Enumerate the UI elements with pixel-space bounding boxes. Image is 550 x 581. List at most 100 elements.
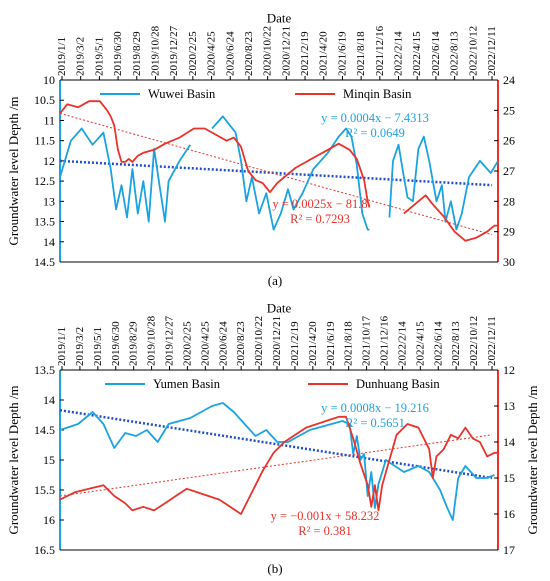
trend-r2: R² = 0.7293	[290, 212, 350, 226]
x-tick-label: 2020/8/23	[235, 321, 247, 366]
y-left-tick-label: 10	[43, 73, 55, 87]
y-left-tick-label: 14.5	[34, 423, 55, 437]
x-axis-label: Date	[267, 300, 292, 315]
x-tick-label: 2021/10/17	[361, 315, 373, 366]
trend-equation: y = −0.001x + 58.232	[271, 509, 380, 523]
trend-equation: y = 0.0008x − 19.216	[321, 401, 429, 415]
panel-label: (b)	[267, 561, 282, 576]
y-left-tick-label: 10.5	[34, 93, 55, 107]
y-left-tick-label: 12.5	[34, 174, 55, 188]
x-tick-label: 2020/2/25	[187, 31, 199, 76]
x-tick-label: 2021/2/19	[299, 31, 311, 76]
y-right-axis-label: Groundwater level Depth /m	[525, 385, 540, 534]
x-tick-label: 2019/1/1	[56, 327, 68, 366]
x-tick-label: 2020/10/22	[262, 26, 274, 76]
x-tick-label: 2022/10/12	[467, 26, 479, 76]
y-left-tick-label: 16.5	[34, 543, 55, 557]
y-right-tick-label: 25	[503, 103, 515, 117]
x-tick-label: 2020/10/22	[253, 316, 265, 366]
x-tick-label: 2022/4/15	[414, 321, 426, 366]
y-right-tick-label: 26	[503, 134, 515, 148]
chart-panel-a: Date 2019/1/1 2019/3/2 2019/5/1 2019/6/30 201…	[6, 10, 515, 288]
y-right-tick-label: 24	[503, 73, 515, 87]
x-tick-label: 2019/3/2	[75, 37, 87, 76]
x-tick-label: 2022/6/14	[432, 321, 444, 366]
x-tick-label: 2022/10/12	[468, 316, 480, 366]
x-tick-label: 2021/6/19	[325, 321, 337, 366]
x-tick-label: 2022/8/13	[449, 31, 461, 76]
trend-equation: y = 0.0025x − 81.8	[272, 197, 367, 211]
y-left-tick-label: 16	[43, 513, 55, 527]
x-tick-label: 2022/2/14	[393, 31, 405, 76]
x-tick-label: 2019/10/28	[146, 315, 158, 366]
x-tick-label: 2019/12/27	[164, 315, 176, 366]
x-tick-label: 2019/5/1	[93, 37, 105, 76]
y-left-tick-label: 13.5	[34, 363, 55, 377]
legend-entry: Dunhuang Basin	[356, 377, 440, 391]
y-right-tick-label: 29	[503, 225, 515, 239]
x-tick-label: 2019/8/29	[131, 31, 143, 76]
y-right-tick-label: 27	[503, 164, 515, 178]
x-tick-label: 2021/8/18	[343, 321, 355, 366]
series-line-red	[59, 100, 371, 208]
trendline-blue	[59, 159, 493, 187]
series-line-blue	[211, 115, 370, 231]
x-tick-label: 2019/8/29	[128, 321, 140, 366]
x-tick-label: 2022/2/14	[396, 321, 408, 366]
x-tick-label: 2022/12/11	[486, 26, 498, 76]
legend-entry: Minqin Basin	[343, 87, 412, 101]
x-tick-label: 2021/8/18	[355, 31, 367, 76]
trend-r2: R² = 0.0649	[345, 126, 405, 140]
y-left-tick-label: 12	[43, 154, 55, 168]
series-line-blue	[388, 135, 499, 231]
y-right-tick-label: 12	[503, 363, 515, 377]
x-tick-label: 2022/8/13	[450, 321, 462, 366]
y-left-axis-label: Groundwater level Depth /m	[6, 385, 21, 534]
x-tick-label: 2020/12/21	[280, 26, 292, 76]
x-tick-label: 2019/6/30	[112, 31, 124, 76]
y-right-tick-label: 16	[503, 507, 515, 521]
x-tick-label: 2022/12/11	[486, 316, 498, 366]
y-left-tick-label: 13.5	[34, 215, 55, 229]
x-tick-label: 2021/4/20	[318, 31, 330, 76]
y-right-tick-label: 13	[503, 399, 515, 413]
x-tick-label: 2022/4/15	[411, 31, 423, 76]
x-tick-label: 2020/6/24	[217, 321, 229, 366]
y-right-tick-label: 28	[503, 194, 515, 208]
trend-r2: R² = 0.381	[298, 524, 352, 538]
y-left-tick-label: 13	[43, 194, 55, 208]
y-right-tick-label: 14	[503, 435, 515, 449]
series-line-blue	[59, 127, 192, 223]
x-tick-label: 2021/2/19	[289, 321, 301, 366]
x-tick-label: 2019/1/1	[56, 37, 68, 76]
legend-entry: Yumen Basin	[153, 377, 221, 391]
y-left-tick-label: 11	[43, 113, 55, 127]
series-line-blue	[59, 402, 495, 521]
x-tick-label: 2019/3/2	[74, 327, 86, 366]
trend-equation: y = 0.0004x − 7.4313	[321, 111, 429, 125]
y-left-tick-label: 11.5	[34, 134, 55, 148]
x-tick-label: 2020/8/23	[243, 31, 255, 76]
trendline-red	[59, 112, 493, 236]
y-right-tick-label: 15	[503, 471, 515, 485]
y-left-axis-label: Groundwater level Depth /m	[6, 96, 21, 245]
series-line-red	[403, 194, 498, 242]
x-tick-label: 2022/6/14	[430, 31, 442, 76]
chart-panel-b: Date 2019/1/1 2019/3/2 2019/5/1 2019/6/30 201…	[6, 300, 540, 576]
x-tick-label: 2019/6/30	[110, 321, 122, 366]
y-left-tick-label: 14	[43, 235, 55, 249]
x-tick-label: 2021/12/16	[374, 25, 386, 76]
x-tick-label: 2020/2/25	[181, 321, 193, 366]
trendline-red	[59, 434, 493, 497]
x-tick-label: 2021/12/16	[379, 315, 391, 366]
x-tick-label: 2020/4/25	[199, 321, 211, 366]
y-left-tick-label: 15	[43, 453, 55, 467]
y-right-tick-label: 30	[503, 255, 515, 269]
x-axis-label: Date	[267, 10, 292, 25]
x-tick-label: 2019/5/1	[92, 327, 104, 366]
legend-entry: Wuwei Basin	[148, 87, 216, 101]
panel-label: (a)	[268, 273, 282, 288]
y-left-tick-label: 14	[43, 393, 55, 407]
x-tick-label: 2020/12/21	[271, 316, 283, 366]
